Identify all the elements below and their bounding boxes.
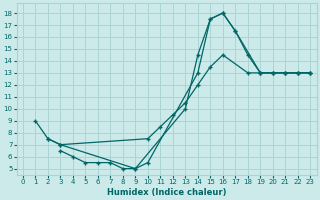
X-axis label: Humidex (Indice chaleur): Humidex (Indice chaleur) (107, 188, 226, 197)
